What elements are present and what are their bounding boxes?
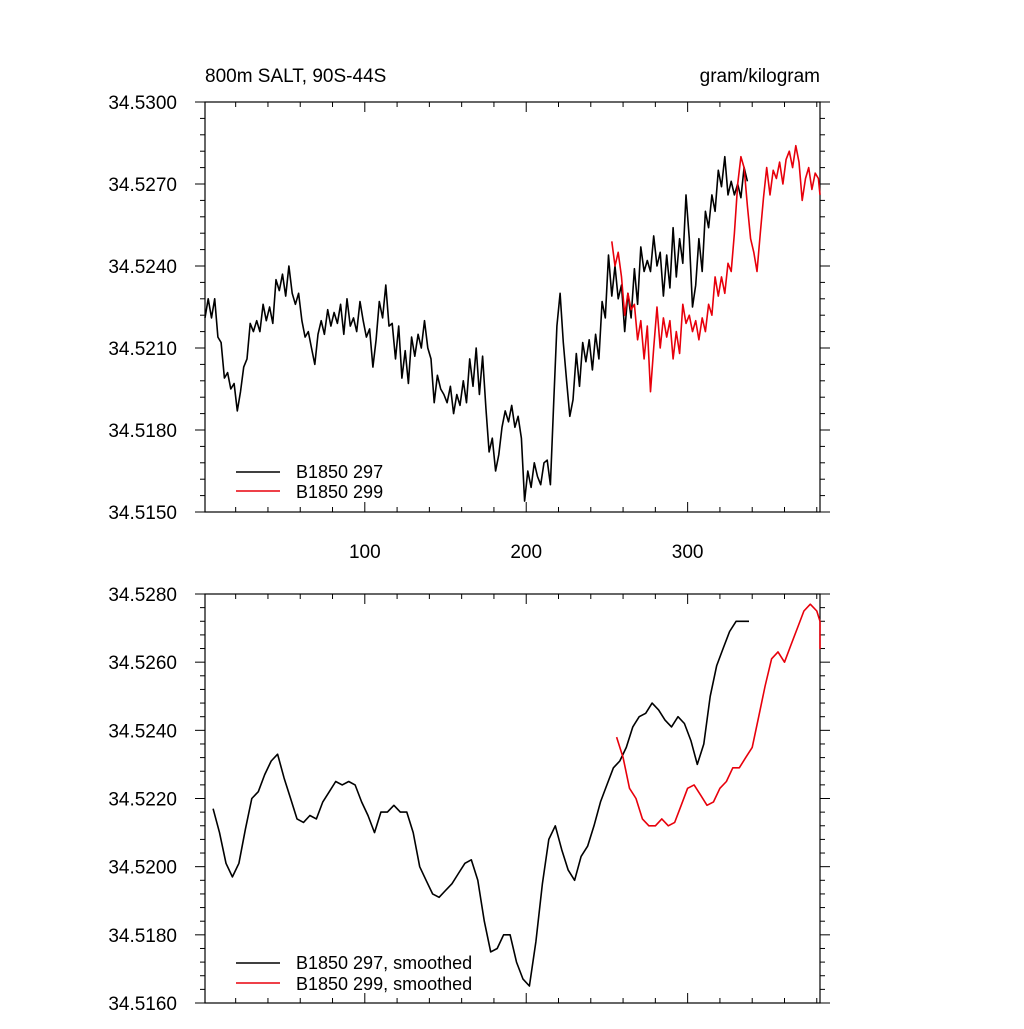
x-tick-label-top-1: 200 [510, 542, 542, 563]
y-tick-label-bottom-3: 34.5220 [108, 790, 177, 811]
legend-top: B1850 297 B1850 299 [236, 462, 383, 502]
y-tick-label-bottom-5: 34.5260 [108, 653, 177, 674]
y-tick-label-top-1: 34.5180 [108, 421, 177, 442]
y-tick-label-top-2: 34.5210 [108, 339, 177, 360]
series-line-top-b1850-297 [204, 155, 749, 502]
axis-ticks-bottom [195, 593, 830, 1004]
series-line-top-b1850-299 [611, 144, 821, 393]
series-line-bottom-b1850-299-smoothed [615, 603, 821, 827]
y-tick-label-bottom-6: 34.5280 [108, 585, 177, 606]
series-group-top [204, 144, 821, 502]
y-tick-label-top-0: 34.5150 [108, 503, 177, 524]
y-tick-labels-top: 34.5150 34.5180 34.5210 34.5240 34.5270 34.53… [108, 93, 177, 524]
x-tick-label-top-0: 100 [349, 542, 381, 563]
y-tick-labels-bottom: 34.5160 34.5180 34.5200 34.5220 34.5240 34.52… [108, 585, 177, 1015]
legend-label-299: B1850 299 [296, 482, 383, 502]
y-tick-label-bottom-0: 34.5160 [108, 994, 177, 1015]
series-group-bottom [212, 603, 821, 987]
axis-ticks-top [195, 101, 830, 513]
y-tick-label-top-4: 34.5270 [108, 175, 177, 196]
legend-bottom: B1850 297, smoothed B1850 299, smoothed [236, 953, 472, 994]
title: 800m SALT, 90S-44S [205, 66, 386, 87]
y-tick-label-top-5: 34.5300 [108, 93, 177, 114]
plot-frame-top [204, 101, 821, 513]
legend-label-297: B1850 297 [296, 462, 383, 482]
legend-label-299-smoothed: B1850 299, smoothed [296, 974, 472, 994]
y-tick-label-bottom-2: 34.5200 [108, 858, 177, 879]
x-tick-labels-top: 100 200 300 [349, 542, 704, 563]
series-line-bottom-b1850-297-smoothed [212, 620, 749, 987]
legend-label-297-smoothed: B1850 297, smoothed [296, 953, 472, 973]
y-tick-label-bottom-1: 34.5180 [108, 926, 177, 947]
x-tick-label-top-2: 300 [672, 542, 704, 563]
y-tick-label-top-3: 34.5240 [108, 257, 177, 278]
y-tick-label-bottom-4: 34.5240 [108, 721, 177, 742]
units-label: gram/kilogram [700, 66, 820, 87]
